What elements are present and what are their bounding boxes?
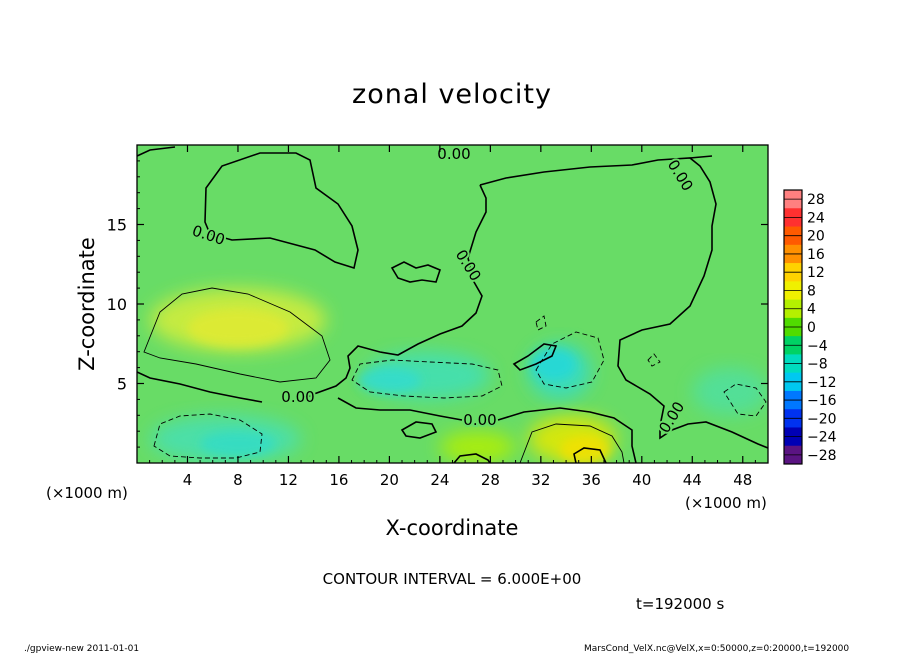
colorbar-label: 8 bbox=[807, 283, 816, 299]
x-tick-label: 12 bbox=[279, 471, 298, 489]
y-tick-label: 5 bbox=[117, 375, 127, 394]
colorbar-label: 24 bbox=[807, 210, 825, 226]
x-tick-label: 24 bbox=[430, 471, 449, 489]
x-tick-label: 44 bbox=[683, 471, 702, 489]
contour-label: 0.00 bbox=[281, 388, 314, 406]
colorbar-label: 28 bbox=[807, 192, 825, 208]
chart-title: zonal velocity bbox=[352, 79, 552, 110]
y-unit-label: (×1000 m) bbox=[46, 484, 128, 502]
positive-contour bbox=[519, 423, 625, 463]
positive-velocity-region bbox=[439, 431, 516, 463]
y-tick-label: 10 bbox=[107, 295, 127, 314]
zero-contour bbox=[390, 261, 441, 283]
zero-contour bbox=[689, 155, 713, 159]
negative-contours bbox=[153, 315, 767, 459]
zero-contour bbox=[337, 397, 463, 421]
colorbar-label: 4 bbox=[807, 302, 816, 318]
x-tick-label: 36 bbox=[582, 471, 601, 489]
y-tick-label: 15 bbox=[107, 216, 127, 235]
colorbar-label: 12 bbox=[807, 265, 825, 281]
footer-right-text: MarsCond_VelX.nc@VelX,x=0:50000,z=0:2000… bbox=[584, 644, 849, 654]
colorbar-label: −16 bbox=[807, 393, 837, 409]
zero-contour bbox=[573, 447, 607, 463]
x-tick-label: 8 bbox=[233, 471, 243, 489]
velocity-core bbox=[559, 435, 611, 463]
velocity-core bbox=[187, 308, 289, 347]
x-axis-ticks: 4 8 12 16 20 24 28 32 36 40 44 48 bbox=[149, 145, 756, 489]
zero-contour bbox=[301, 184, 487, 401]
colorbar-label: −20 bbox=[807, 411, 837, 427]
colorbar-label: −12 bbox=[807, 375, 837, 391]
x-tick-label: 48 bbox=[733, 471, 752, 489]
colorbar-label: −8 bbox=[807, 357, 828, 373]
colorbar-label: 16 bbox=[807, 247, 825, 263]
contour-label: 0.00 bbox=[463, 411, 496, 429]
negative-contour bbox=[153, 413, 263, 459]
colorbar-label: 0 bbox=[807, 320, 816, 336]
velocity-core bbox=[200, 431, 276, 457]
negative-contour bbox=[535, 331, 605, 389]
zero-contour bbox=[512, 343, 558, 371]
negative-contour bbox=[723, 383, 767, 417]
x-tick-label: 40 bbox=[632, 471, 651, 489]
zero-contour bbox=[137, 146, 176, 157]
zero-contour bbox=[453, 453, 491, 463]
x-axis-label: X-coordinate bbox=[386, 516, 519, 540]
negative-contour bbox=[647, 353, 661, 367]
plot-area bbox=[137, 145, 768, 463]
y-axis-ticks: 5 10 15 bbox=[107, 160, 768, 448]
negative-contour bbox=[351, 359, 503, 399]
x-unit-label: (×1000 m) bbox=[685, 494, 767, 512]
positive-contours bbox=[143, 287, 625, 463]
negative-contour bbox=[535, 315, 547, 331]
colorbar-label: −4 bbox=[807, 338, 828, 354]
zero-contour bbox=[479, 157, 768, 449]
zero-contours bbox=[137, 146, 768, 463]
x-tick-label: 28 bbox=[481, 471, 500, 489]
velocity-core bbox=[357, 367, 421, 394]
footer-left-text: ./gpview-new 2011-01-01 bbox=[24, 644, 139, 654]
colorbar: 28 24 20 16 12 8 4 0 −4 −8 −12 −16 −20 −24 −28 bbox=[783, 189, 837, 465]
contour-interval-text: CONTOUR INTERVAL = 6.000E+00 bbox=[323, 570, 582, 588]
time-text: t=192000 s bbox=[636, 595, 724, 613]
y-axis-label: Z-coordinate bbox=[75, 237, 99, 371]
x-tick-label: 20 bbox=[380, 471, 399, 489]
zero-contour bbox=[137, 371, 263, 403]
field-regions bbox=[149, 288, 768, 463]
x-tick-label: 32 bbox=[531, 471, 550, 489]
contour-label: 0.00 bbox=[437, 145, 470, 163]
x-tick-label: 4 bbox=[183, 471, 193, 489]
positive-contour bbox=[143, 287, 331, 383]
colorbar-label: −24 bbox=[807, 430, 837, 446]
colorbar-label: 20 bbox=[807, 229, 825, 245]
velocity-core bbox=[530, 348, 577, 381]
colorbar-label: −28 bbox=[807, 448, 837, 464]
negative-velocity-region bbox=[692, 367, 768, 416]
zero-contour bbox=[204, 152, 359, 270]
zero-contour bbox=[497, 407, 637, 463]
x-tick-label: 16 bbox=[329, 471, 348, 489]
zero-contour bbox=[400, 421, 438, 439]
